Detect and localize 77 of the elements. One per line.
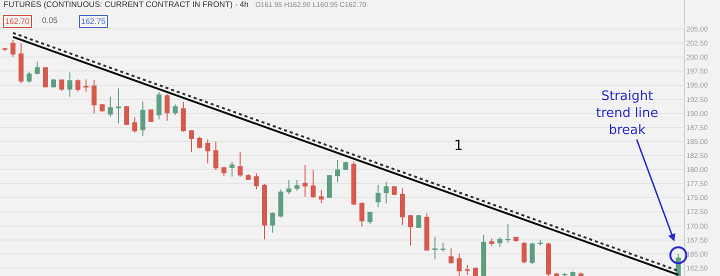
candlestick [286, 180, 292, 195]
candlestick [392, 186, 397, 196]
candlestick [205, 138, 210, 164]
candlestick [116, 88, 121, 124]
candlestick [180, 101, 186, 132]
candlestick [472, 266, 478, 276]
candlestick [440, 242, 446, 252]
candlestick [140, 100, 146, 137]
candlestick [326, 174, 332, 198]
candlestick [302, 164, 308, 198]
candlestick [172, 104, 178, 116]
candlestick [408, 214, 414, 246]
candlestick [335, 160, 340, 183]
candlestick [514, 236, 519, 242]
candlestick [578, 272, 584, 276]
candlestick [34, 61, 40, 75]
candlestick [489, 238, 494, 246]
candlestick [505, 224, 510, 244]
candlestick [42, 67, 48, 88]
candlestick [464, 264, 470, 276]
candlestick [238, 151, 243, 178]
candlestick [376, 184, 381, 208]
candlestick [156, 91, 162, 120]
annotation: Straight trend line break [596, 89, 658, 138]
candlestick [368, 211, 372, 225]
candlestick [562, 272, 568, 276]
annotation: 1 [454, 138, 463, 154]
candlestick [416, 214, 422, 228]
candlestick [456, 252, 462, 276]
candlestick [481, 234, 486, 276]
candlestick [197, 136, 202, 149]
candlestick [246, 174, 251, 181]
candlestick [18, 42, 24, 84]
candlestick [570, 270, 576, 276]
candlestick [221, 166, 226, 177]
candlestick [278, 188, 284, 218]
candlestick [10, 40, 16, 58]
candlestick [538, 240, 543, 246]
candlestick [92, 80, 97, 114]
candlestick [530, 242, 535, 265]
candlestick [270, 212, 276, 234]
candlestick [351, 161, 356, 206]
candlestick [318, 190, 324, 204]
candlestick [343, 161, 348, 171]
annotation: 162.70 [5, 17, 30, 26]
candlestick [164, 94, 170, 122]
candlestick [497, 236, 502, 248]
annotation: 0.05 [42, 16, 58, 25]
candlestick [75, 78, 80, 92]
candlestick [254, 172, 259, 190]
candlestick [213, 141, 218, 171]
annotation: 162.75 [81, 17, 106, 26]
candlestick [400, 188, 405, 226]
candlestick [2, 47, 8, 52]
candlestick [189, 130, 194, 152]
candlestick [424, 212, 430, 252]
candlestick [67, 72, 72, 98]
candlestick [554, 272, 560, 276]
candlestick [262, 184, 267, 240]
candlestick [148, 108, 154, 123]
candlestick [132, 116, 138, 134]
candlestick [230, 161, 235, 178]
candlestick [359, 202, 364, 228]
candlestick [384, 181, 389, 204]
candlestick [124, 106, 130, 126]
candlestick [432, 236, 438, 260]
candlestick [310, 170, 316, 198]
candlestick [294, 180, 300, 192]
chart-title: FUTURES (CONTINUOUS: CURRENT CONTRACT IN FRONT) · 4h [4, 0, 249, 9]
candlestick [546, 242, 551, 276]
candlestick [26, 71, 32, 84]
candlestick [448, 248, 454, 264]
candlestick [84, 78, 88, 92]
candlestick [522, 241, 527, 264]
candlestick [59, 78, 64, 92]
candlestick [108, 96, 113, 118]
candlestick [51, 78, 56, 88]
